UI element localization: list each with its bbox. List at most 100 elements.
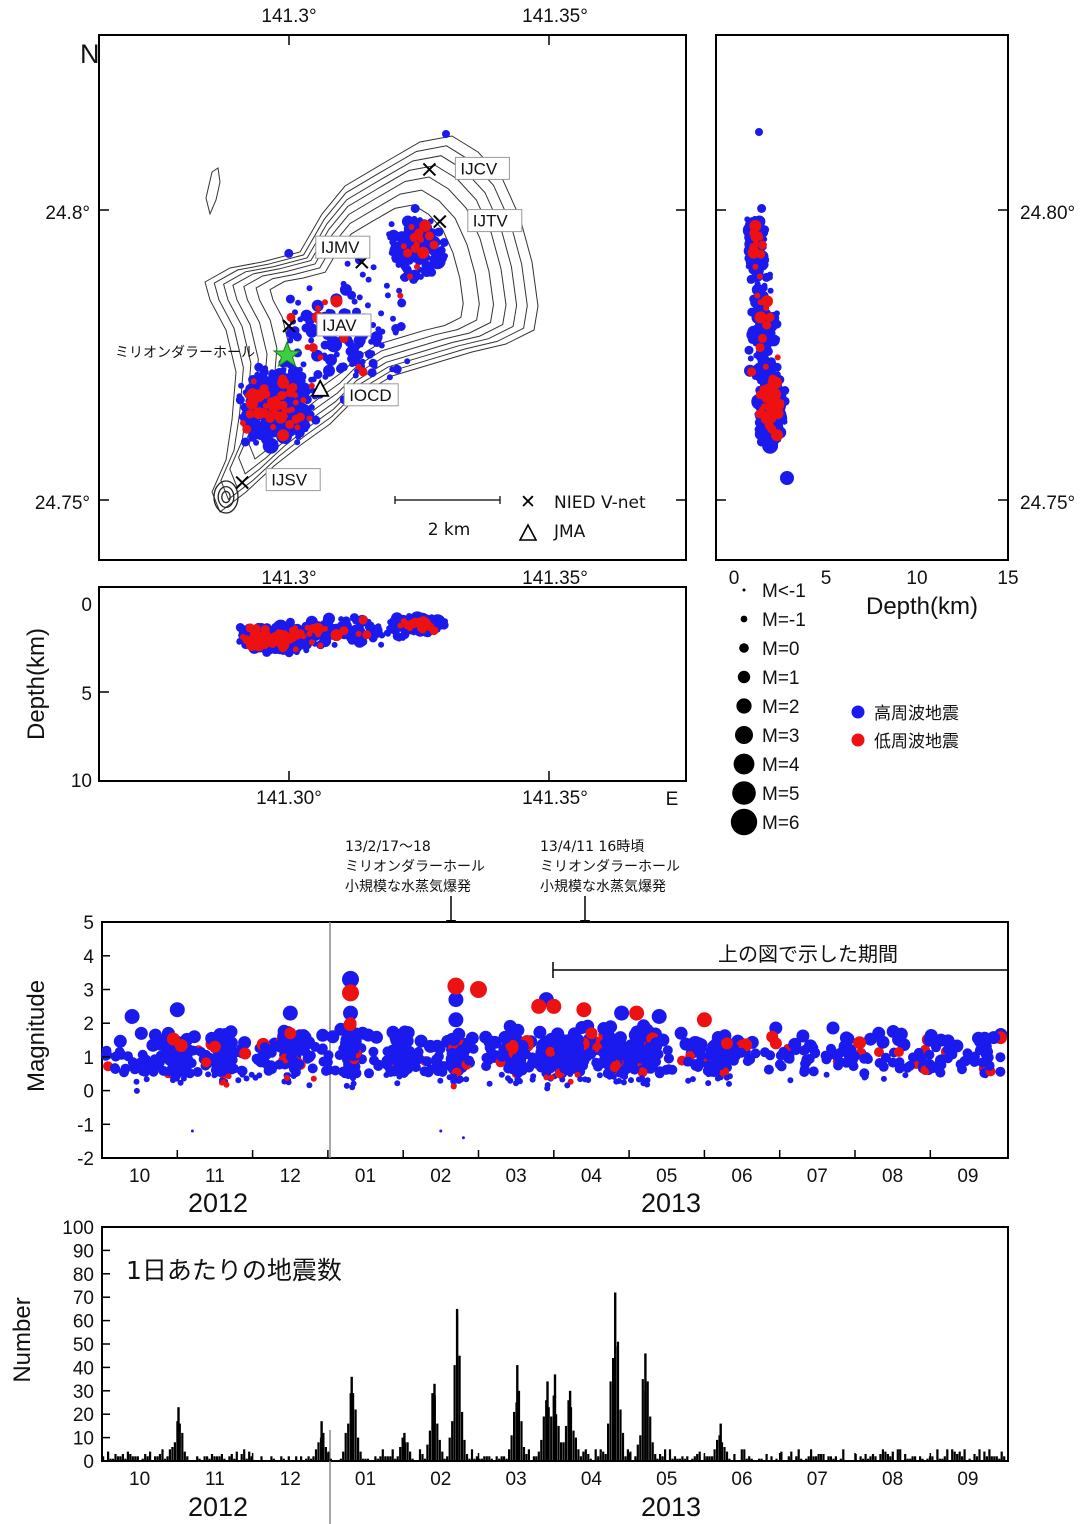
epicenter-dot <box>442 130 450 138</box>
epicenter-dot <box>253 439 260 446</box>
magnitude-point <box>486 1080 493 1087</box>
count-bar <box>604 1454 607 1461</box>
epicenter-dot <box>300 397 307 404</box>
count-bar <box>350 1376 353 1461</box>
magnitude-point <box>433 1051 444 1062</box>
epicenter-dot <box>353 334 366 347</box>
magnitude-point <box>531 998 547 1014</box>
count-bar <box>864 1454 867 1461</box>
magnitude-point <box>513 1080 519 1087</box>
count-bar <box>594 1449 597 1461</box>
epicenter-dot <box>399 274 406 281</box>
epicenter-dot <box>239 420 246 426</box>
y-tick-label: 0 <box>83 1082 94 1103</box>
count-bar <box>126 1451 129 1461</box>
year-label-2013: 2013 <box>641 1188 701 1218</box>
magnitude-point <box>880 1052 891 1063</box>
magnitude-point <box>205 1071 212 1078</box>
month-label: 12 <box>280 1166 301 1187</box>
magnitude-point <box>936 1070 943 1077</box>
bottom-x-tick-2: 141.35° <box>522 788 588 809</box>
epicenter-dot <box>424 231 434 241</box>
magnitude-point <box>237 1066 248 1076</box>
epicenter-dot <box>286 312 296 322</box>
magnitude-size-dot <box>736 698 752 714</box>
epicenter-dot <box>352 372 359 379</box>
hypocenter-dot <box>761 411 774 424</box>
epicenter-dot <box>313 370 323 379</box>
bottom-top-tick-2: 141.35° <box>522 568 588 589</box>
epicenter-dot <box>372 338 382 347</box>
magnitude-point <box>350 1080 357 1087</box>
count-bar <box>599 1449 602 1461</box>
hypocenter-dot <box>755 368 765 378</box>
epicenter-dot <box>349 361 356 368</box>
count-bar <box>740 1449 743 1461</box>
count-bar <box>208 1458 211 1461</box>
hypocenter-dot <box>378 641 385 648</box>
hypocenter-dot <box>767 271 773 278</box>
magnitude-point <box>143 1076 150 1083</box>
count-bar <box>300 1456 303 1461</box>
hypocenter-dot <box>322 616 329 623</box>
count-bar <box>943 1456 946 1461</box>
count-bar <box>681 1456 684 1461</box>
count-bar <box>453 1365 456 1461</box>
magnitude-point <box>923 1033 937 1047</box>
month-label: 01 <box>355 1469 376 1490</box>
epicenter-dot <box>301 323 311 333</box>
count-bar <box>862 1458 865 1461</box>
magnitude-point <box>101 1045 112 1056</box>
count-bar <box>114 1454 117 1461</box>
magnitude-point <box>546 998 562 1014</box>
count-bar <box>691 1458 694 1461</box>
count-bar <box>616 1341 620 1461</box>
magnitude-point <box>398 1025 412 1039</box>
count-bar <box>421 1454 424 1461</box>
count-bar <box>926 1458 929 1461</box>
month-label: 05 <box>656 1166 677 1187</box>
magnitude-point <box>515 1050 526 1060</box>
count-bar <box>728 1458 731 1461</box>
count-bar <box>921 1458 924 1461</box>
right-x-tick-10: 10 <box>906 568 927 589</box>
count-bar <box>941 1458 944 1461</box>
count-bar <box>607 1423 610 1461</box>
count-bar <box>525 1454 528 1461</box>
magnitude-point <box>613 1042 624 1053</box>
magnitude-point <box>344 1017 357 1030</box>
hypocenter-dot <box>774 354 781 361</box>
magnitude-point <box>461 1136 465 1140</box>
count-bar <box>510 1435 513 1461</box>
count-bar <box>829 1456 832 1461</box>
epicenter-dot <box>257 428 267 437</box>
magnitude-point <box>507 1077 514 1084</box>
epicenter-dot <box>365 276 372 283</box>
hypocenter-dot <box>266 637 273 644</box>
count-bar <box>577 1449 580 1461</box>
magnitude-point <box>307 1063 318 1074</box>
count-bar <box>158 1454 162 1461</box>
count-bar <box>320 1421 323 1461</box>
count-bar <box>203 1456 206 1461</box>
count-bar <box>324 1447 327 1461</box>
count-bar <box>698 1451 701 1461</box>
month-label: 08 <box>882 1469 903 1490</box>
month-label: 10 <box>129 1469 150 1490</box>
epicenter-dot <box>439 238 449 247</box>
magnitude-point <box>213 1028 227 1041</box>
magnitude-point <box>294 1059 305 1070</box>
magnitude-legend-label: M=1 <box>762 668 800 689</box>
count-bar <box>443 1458 446 1461</box>
hypocenter-dot <box>349 613 359 623</box>
epicenter-dot <box>286 388 295 398</box>
epicenter-dot <box>295 433 302 440</box>
epicenter-dot <box>330 295 343 308</box>
count-bar <box>508 1449 511 1461</box>
count-bar <box>683 1458 686 1461</box>
count-bar <box>770 1456 773 1461</box>
hypocenter-dot <box>767 334 780 347</box>
magnitude-point <box>833 1060 844 1071</box>
epicenter-dot <box>400 243 407 250</box>
